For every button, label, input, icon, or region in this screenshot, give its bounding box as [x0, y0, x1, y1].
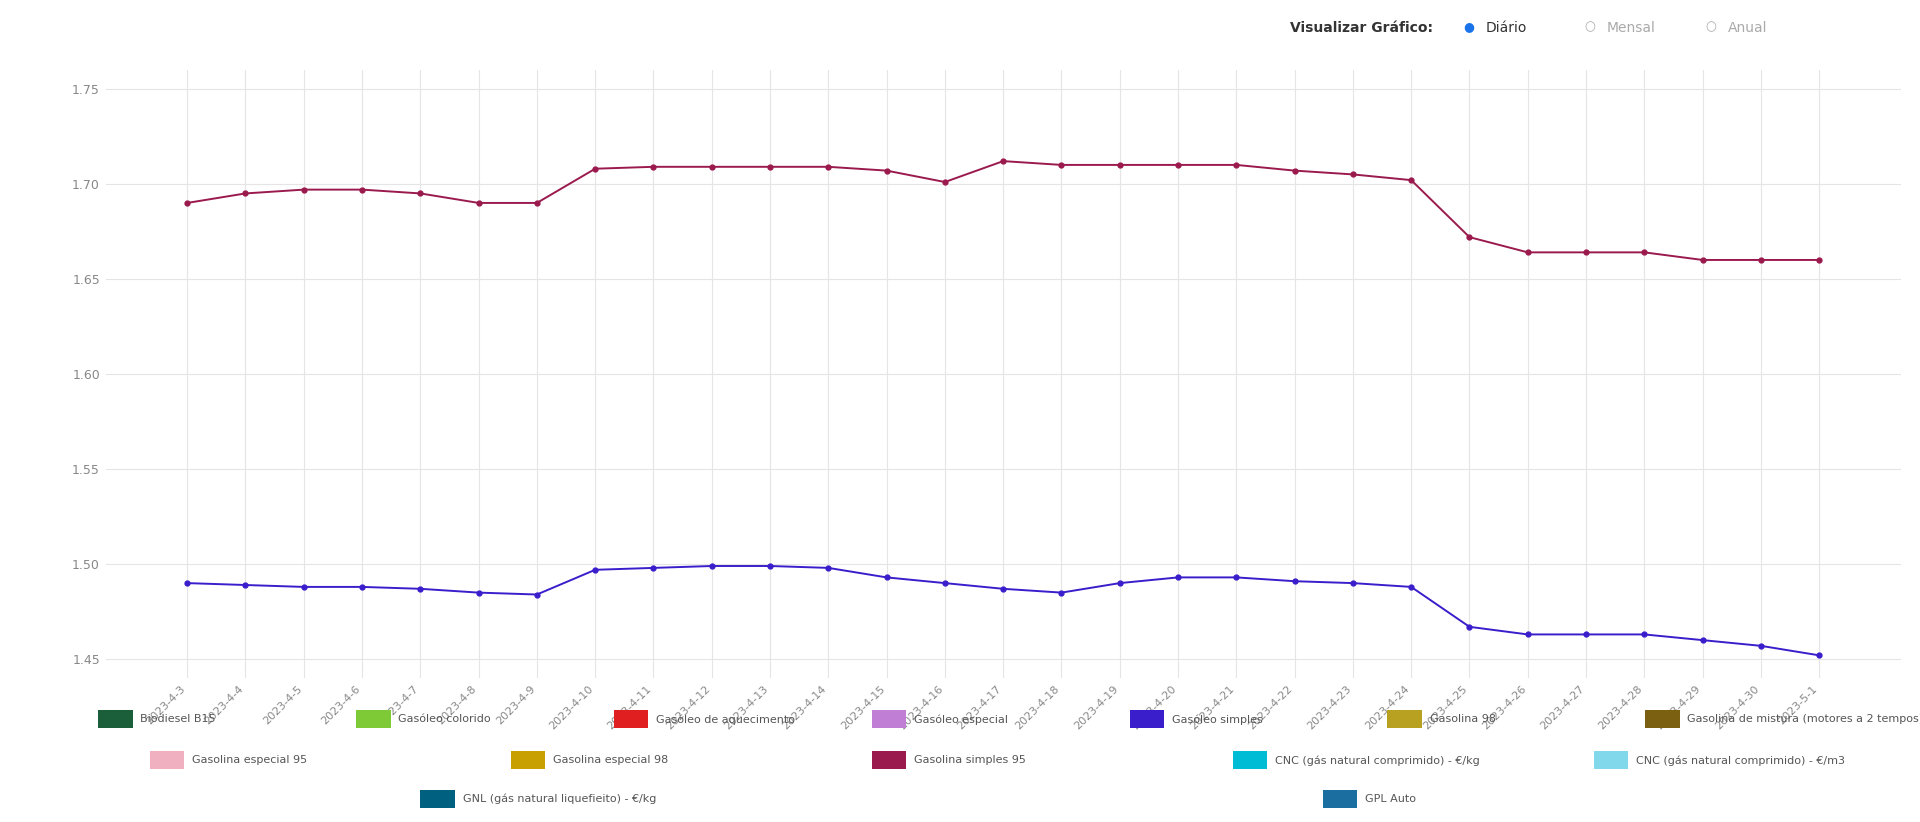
- Text: Gasolina 98: Gasolina 98: [1430, 714, 1496, 724]
- Text: ○: ○: [1584, 21, 1596, 34]
- Text: GPL Auto: GPL Auto: [1365, 794, 1417, 804]
- Text: Gasolina simples 95: Gasolina simples 95: [914, 755, 1025, 765]
- Text: Gasóleo simples: Gasóleo simples: [1171, 714, 1263, 724]
- Text: CNC (gás natural comprimido) - €/m3: CNC (gás natural comprimido) - €/m3: [1636, 755, 1845, 765]
- Text: Biodiesel B15: Biodiesel B15: [140, 714, 215, 724]
- Text: Gasóleo colorido: Gasóleo colorido: [397, 714, 492, 724]
- Text: Mensal: Mensal: [1607, 21, 1655, 35]
- Text: Gasolina especial 95: Gasolina especial 95: [192, 755, 307, 765]
- Text: CNC (gás natural comprimido) - €/kg: CNC (gás natural comprimido) - €/kg: [1275, 755, 1480, 765]
- Text: Gasolina de mistura (motores a 2 tempos): Gasolina de mistura (motores a 2 tempos): [1688, 714, 1920, 724]
- Text: GNL (gás natural liquefieito) - €/kg: GNL (gás natural liquefieito) - €/kg: [463, 794, 657, 804]
- Text: Diário: Diário: [1486, 21, 1528, 35]
- Text: ●: ●: [1463, 21, 1475, 34]
- Text: Visualizar Gráfico:: Visualizar Gráfico:: [1290, 21, 1432, 35]
- Text: Gasolina especial 98: Gasolina especial 98: [553, 755, 668, 765]
- Text: Gasóleo de aquecimento: Gasóleo de aquecimento: [657, 714, 795, 724]
- Text: ○: ○: [1705, 21, 1716, 34]
- Text: Gasóleo especial: Gasóleo especial: [914, 714, 1008, 724]
- Text: Anual: Anual: [1728, 21, 1768, 35]
